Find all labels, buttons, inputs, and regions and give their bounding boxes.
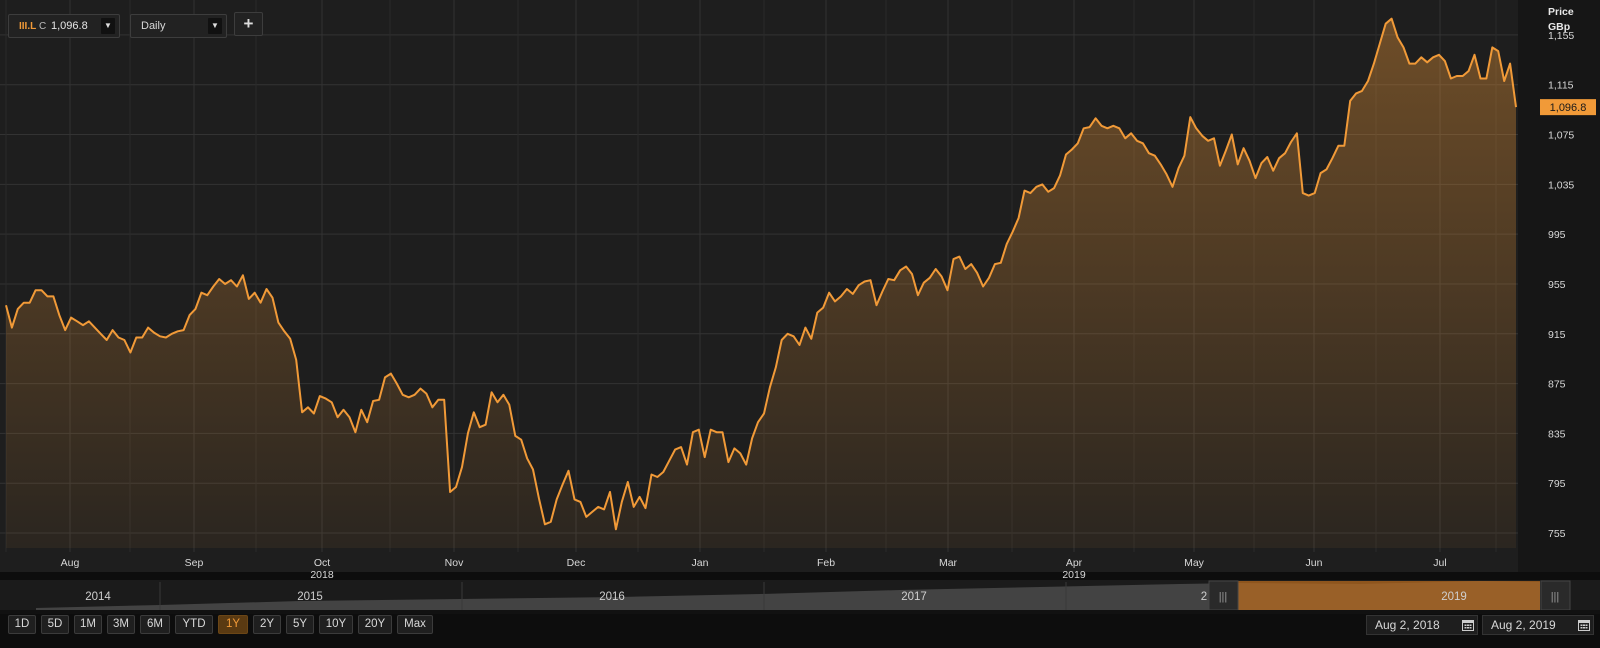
- y-tick-label: 1,075: [1548, 130, 1574, 142]
- axis-unit-currency: GBp: [1548, 21, 1570, 33]
- y-tick-label: 995: [1548, 229, 1566, 241]
- x-tick-label: Aug: [61, 557, 80, 569]
- range-button-ytd[interactable]: YTD: [175, 615, 213, 634]
- date-to-value: Aug 2, 2019: [1491, 618, 1556, 632]
- last-price-label: 1,096.8: [1550, 102, 1587, 114]
- x-tick-label: Jul: [1433, 557, 1446, 569]
- calendar-icon[interactable]: [1462, 619, 1474, 631]
- y-tick-label: 875: [1548, 379, 1566, 391]
- y-tick-label: 1,035: [1548, 179, 1574, 191]
- symbol-selector[interactable]: III.L C 1,096.8 ▼: [8, 14, 120, 38]
- chevron-down-icon[interactable]: ▼: [101, 18, 115, 34]
- navigator-right-handle[interactable]: [1540, 580, 1571, 611]
- range-button-6m[interactable]: 6M: [140, 615, 170, 634]
- interval-label: Daily: [141, 20, 166, 32]
- navigator-year-label: 2019: [1441, 591, 1467, 603]
- navigator-years: 2014 2015 2016 2017 2 2019: [85, 582, 1467, 610]
- last-price-box: [1540, 99, 1596, 116]
- price-area: [6, 18, 1516, 548]
- symbol-last-value: 1,096.8: [51, 20, 88, 32]
- x-axis-ticks: Aug Sep Oct Nov Dec Jan Feb Mar Apr May Jun Jul 2018…: [61, 557, 1447, 581]
- navigator-year-label: 2014: [85, 591, 111, 603]
- navigator-right-grip-icon: |||: [1551, 591, 1560, 603]
- axis-unit-price: Price: [1548, 6, 1574, 18]
- y-tick-label: 755: [1548, 528, 1566, 540]
- x-year-label: 2018: [310, 569, 334, 581]
- navigator-year-label: 2016: [599, 591, 625, 603]
- y-tick-label: 915: [1548, 329, 1566, 341]
- y-tick-label: 1,155: [1548, 30, 1574, 42]
- symbol-code: III.L: [19, 21, 37, 32]
- navigator-year-label: 2: [1201, 591, 1207, 603]
- x-tick-label: Mar: [939, 557, 958, 569]
- range-button-10y[interactable]: 10Y: [319, 615, 353, 634]
- range-button-20y[interactable]: 20Y: [358, 615, 392, 634]
- y-axis-ticks: 1,155 1,115 1,075 1,035 995 955 915 875 835 795 75…: [1548, 30, 1574, 540]
- navigator-selection[interactable]: [1238, 581, 1540, 610]
- navigator-year-label: 2017: [901, 591, 927, 603]
- chevron-down-icon[interactable]: ▼: [208, 18, 222, 34]
- date-from-field[interactable]: Aug 2, 2018: [1366, 615, 1478, 635]
- range-button-2y[interactable]: 2Y: [253, 615, 281, 634]
- range-button-5d[interactable]: 5D: [41, 615, 69, 634]
- range-button-3m[interactable]: 3M: [107, 615, 135, 634]
- price-line: [5, 17, 1517, 531]
- date-to-field[interactable]: Aug 2, 2019: [1482, 615, 1594, 635]
- x-tick-label: Nov: [445, 557, 464, 569]
- navigator-scroll-track: [0, 610, 1600, 614]
- navigator-year-label: 2015: [297, 591, 323, 603]
- x-tick-label: Dec: [567, 557, 586, 569]
- close-prefix: C: [39, 21, 47, 32]
- interval-selector[interactable]: Daily ▼: [130, 14, 227, 38]
- range-button-5y[interactable]: 5Y: [286, 615, 314, 634]
- range-button-1d[interactable]: 1D: [8, 615, 36, 634]
- range-button-max[interactable]: Max: [397, 615, 433, 634]
- x-year-label: 2019: [1062, 569, 1086, 581]
- x-tick-label: Jun: [1306, 557, 1323, 569]
- axis-panel: [1518, 0, 1600, 572]
- calendar-icon[interactable]: [1578, 619, 1590, 631]
- x-tick-label: Oct: [314, 557, 330, 569]
- add-indicator-button[interactable]: +: [234, 12, 263, 36]
- y-tick-label: 795: [1548, 478, 1566, 490]
- range-button-1m[interactable]: 1M: [74, 615, 102, 634]
- x-tick-label: Jan: [692, 557, 709, 569]
- y-tick-label: 835: [1548, 428, 1566, 440]
- y-tick-label: 955: [1548, 279, 1566, 291]
- x-tick-label: Apr: [1066, 557, 1083, 569]
- date-from-value: Aug 2, 2018: [1375, 618, 1440, 632]
- navigator-history: [36, 581, 1540, 610]
- x-tick-label: Sep: [185, 557, 204, 569]
- range-button-1y[interactable]: 1Y: [218, 615, 248, 634]
- x-tick-label: May: [1184, 557, 1205, 569]
- navigator-left-grip-icon: |||: [1219, 591, 1228, 603]
- y-tick-label: 1,115: [1548, 80, 1574, 92]
- x-tick-label: Feb: [817, 557, 835, 569]
